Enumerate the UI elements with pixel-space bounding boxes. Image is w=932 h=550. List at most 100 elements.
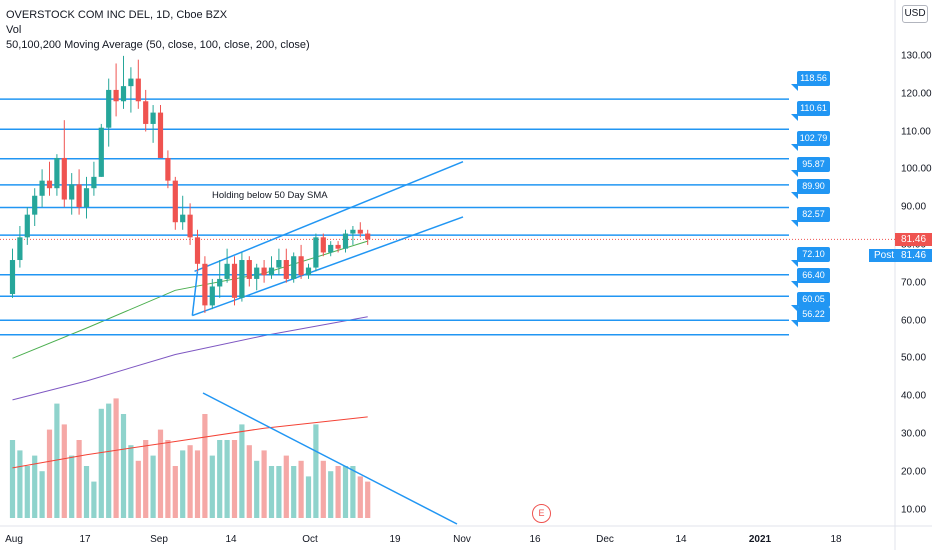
- volume-bar: [254, 460, 260, 518]
- horizontal-level-tag[interactable]: 110.61: [791, 101, 830, 122]
- horizontal-level-tag[interactable]: 60.05: [791, 292, 830, 313]
- time-scale[interactable]: Aug 17 Sep 14 Oct 19 Nov 16 Dec 14 2021 18: [0, 526, 895, 550]
- candle: [313, 233, 319, 272]
- earnings-marker[interactable]: E: [532, 504, 551, 523]
- candle-body: [261, 267, 267, 276]
- horizontal-level-tag[interactable]: 56.22: [791, 306, 830, 327]
- candle: [291, 252, 297, 283]
- candle: [209, 278, 215, 310]
- candle-body: [298, 256, 304, 276]
- candle-body: [135, 78, 141, 102]
- volume-bar: [239, 424, 245, 518]
- time-tick-label: 19: [389, 534, 401, 545]
- volume-bar: [24, 466, 30, 518]
- volume-bar: [54, 403, 60, 518]
- price-tick-label: 50.00: [901, 352, 927, 364]
- candle: [283, 248, 289, 283]
- candle-body: [254, 267, 260, 279]
- candle: [342, 229, 349, 253]
- volume-bar: [113, 398, 119, 518]
- horizontal-level-tag[interactable]: 118.56: [791, 71, 830, 92]
- time-tick-label: Dec: [596, 534, 614, 545]
- time-tick-label: 14: [225, 534, 237, 545]
- candle-body: [39, 180, 45, 196]
- candle-body: [172, 180, 178, 223]
- candle-body: [32, 195, 38, 215]
- horizontal-level-tag[interactable]: 102.79: [791, 130, 830, 151]
- candle-body: [91, 176, 97, 189]
- candle-body: [180, 214, 186, 223]
- volume-bar: [202, 414, 208, 518]
- candle: [320, 233, 326, 257]
- candle-body: [165, 157, 171, 181]
- volume-bar: [83, 466, 90, 518]
- channel-lower-line: [192, 216, 464, 317]
- time-tick-label: Oct: [302, 534, 318, 545]
- candle: [76, 169, 82, 215]
- time-tick-label: 18: [830, 534, 842, 545]
- candle-body: [113, 89, 119, 102]
- candle: [135, 59, 141, 109]
- horizontal-level-tag[interactable]: 66.40: [791, 268, 830, 289]
- sma-200-line: [12, 416, 368, 469]
- volume-bar: [335, 466, 341, 518]
- horizontal-level-tag[interactable]: 89.90: [791, 179, 830, 200]
- time-tick-label: 14: [675, 534, 687, 545]
- volume-bar: [357, 476, 363, 518]
- symbol-title[interactable]: OVERSTOCK COM INC DEL, 1D, Cboe BZX: [6, 9, 228, 21]
- volume-bar: [9, 440, 16, 518]
- volume-indicator-label[interactable]: Vol: [6, 24, 22, 36]
- volume-bar: [180, 450, 186, 518]
- currency-button[interactable]: USD: [902, 5, 928, 23]
- candle-body: [150, 112, 156, 124]
- volume-bar: [320, 460, 326, 518]
- candle: [276, 248, 282, 276]
- candle: [91, 161, 97, 196]
- candle: [246, 256, 252, 287]
- candle: [17, 226, 23, 268]
- candle: [261, 260, 267, 283]
- time-tick-label: 17: [79, 534, 91, 545]
- price-scale[interactable]: 130.00120.00110.00100.0090.0080.0070.006…: [895, 0, 932, 526]
- volume-bar: [91, 481, 97, 518]
- volume-bar: [224, 440, 230, 518]
- candle: [46, 161, 53, 196]
- horizontal-level-tag[interactable]: 95.87: [791, 156, 830, 177]
- price-tick-label: 130.00: [901, 50, 932, 62]
- volume-bar: [187, 445, 193, 518]
- volume-bar: [135, 460, 141, 518]
- candle: [335, 241, 341, 253]
- moving-average-indicator-label[interactable]: 50,100,200 Moving Average (50, close, 10…: [6, 39, 310, 51]
- candle: [106, 78, 112, 147]
- price-tick-label: 30.00: [901, 428, 927, 440]
- price-tick-label: 10.00: [901, 504, 927, 515]
- candle: [350, 226, 356, 245]
- candle: [61, 120, 67, 208]
- candle: [328, 241, 334, 257]
- candle: [54, 154, 60, 196]
- candle-body: [61, 157, 67, 200]
- candle-body: [24, 214, 30, 238]
- candle-body: [246, 260, 252, 279]
- chart-annotation[interactable]: Holding below 50 Day SMA: [212, 190, 328, 201]
- candle: [305, 263, 312, 279]
- channel-upper-line: [194, 161, 464, 273]
- candle-body: [231, 263, 238, 298]
- volume-bar: [305, 476, 312, 518]
- horizontal-level-tag[interactable]: 72.10: [791, 246, 830, 267]
- post-market-label: Post: [874, 249, 895, 261]
- volume-bar: [39, 471, 45, 518]
- candle: [217, 260, 223, 298]
- candle: [24, 207, 30, 245]
- price-tick-label: 110.00: [901, 126, 931, 137]
- horizontal-level-tag[interactable]: 82.57: [791, 207, 830, 228]
- candle-body: [157, 112, 164, 158]
- price-tick-label: 100.00: [901, 163, 932, 175]
- candle-body: [143, 101, 149, 124]
- volume-bar: [150, 455, 156, 518]
- candle-body: [202, 263, 208, 306]
- volume-bar: [268, 466, 275, 518]
- candle-body: [120, 86, 127, 102]
- candle: [357, 222, 363, 238]
